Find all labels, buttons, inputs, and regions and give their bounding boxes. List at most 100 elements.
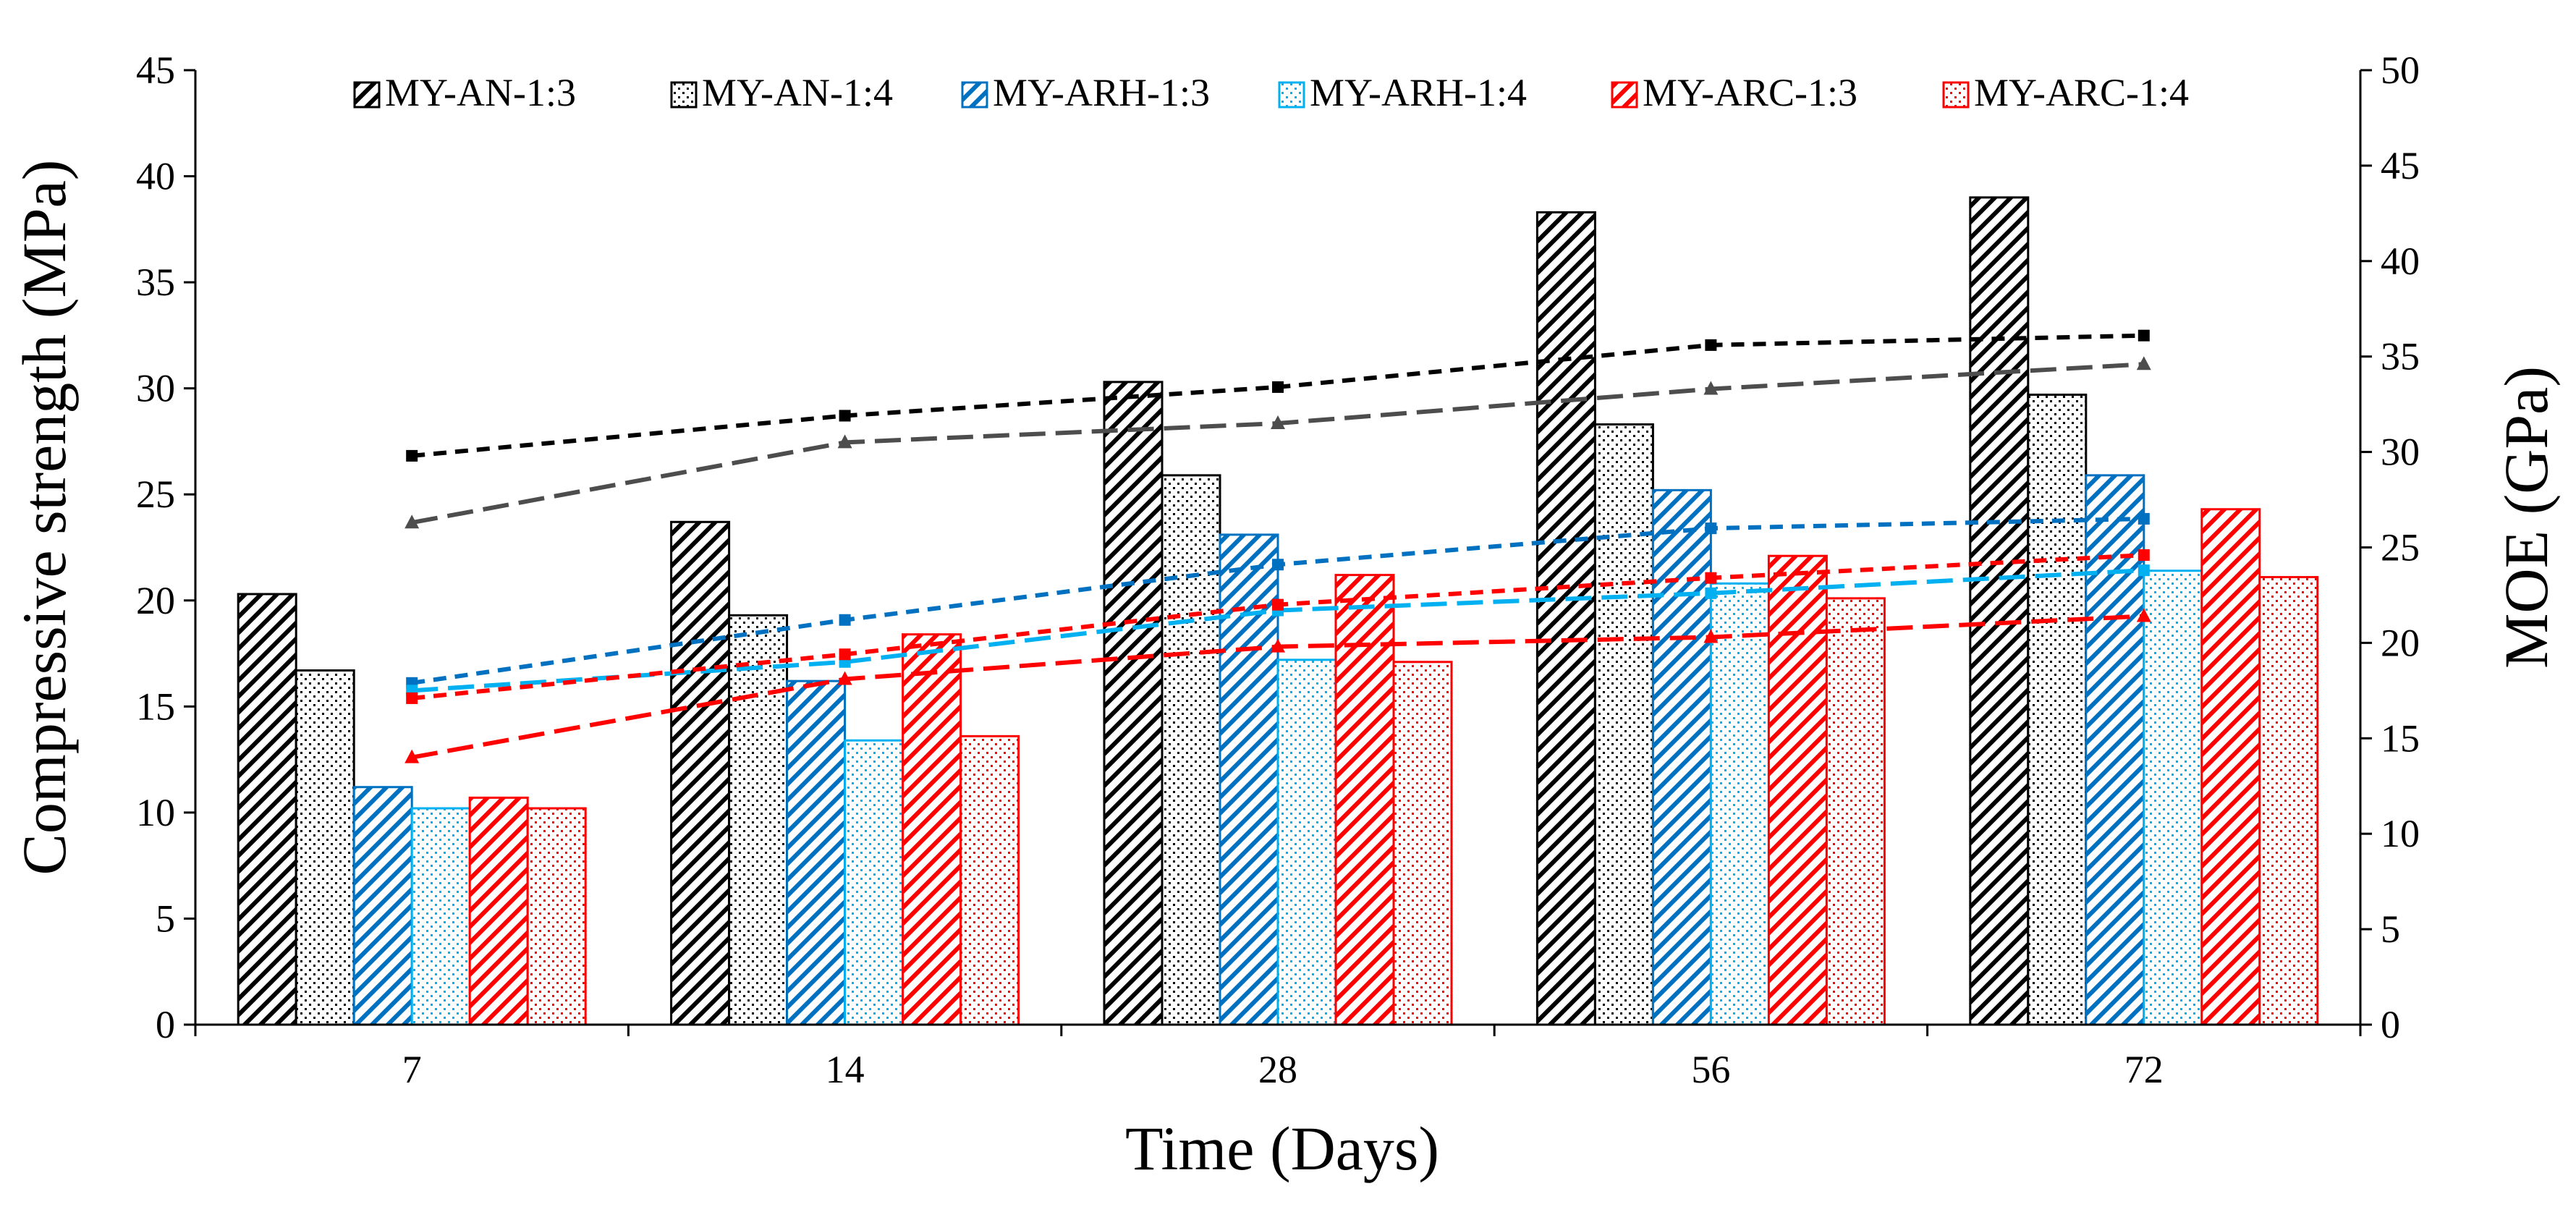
bar-MY-AN-1:3-72 [1969,196,2030,1026]
bar-MY-AN-1:4-14 [728,614,789,1026]
bar-MY-AN-1:3-56 [1535,211,1596,1026]
bar-layer [237,196,2319,1026]
bar-MY-ARC-1:3-7 [468,796,529,1026]
legend-swatch-MY-ARC-1:3 [1611,81,1638,109]
y2-tick-label: 20 [2381,621,2420,664]
moe-line-1 [411,333,2144,458]
bar-MY-AN-1:3-7 [237,593,297,1026]
y-tick-label: 15 [136,685,175,728]
bar-MY-ARC-1:3-72 [2200,508,2261,1026]
y2-tick-label: 40 [2381,240,2420,283]
x-tick-label: 14 [826,1048,865,1091]
y2-tick-label: 35 [2381,335,2420,378]
legend-swatch-MY-ARC-1:4 [1942,81,1970,109]
moe-line-layer [404,329,2151,763]
bar-MY-ARC-1:3-56 [1767,554,1828,1026]
moe-marker-5-56 [1705,572,1717,584]
legend-swatch-MY-AN-1:3 [353,81,381,109]
x-tick-label: 56 [1691,1048,1730,1091]
bar-MY-ARC-1:4-28 [1392,661,1453,1026]
legend-swatch-MY-ARH-1:4 [1278,81,1305,109]
bar-MY-AN-1:4-7 [295,669,355,1026]
legend-label-MY-AN-1:3: MY-AN-1:3 [385,71,576,114]
moe-marker-3-14 [839,614,851,626]
x-axis-title: Time (Days) [1125,1114,1439,1183]
bar-MY-ARH-1:3-72 [2085,474,2145,1026]
moe-marker-2-7 [404,514,420,529]
x-tick-label: 7 [402,1048,422,1091]
y2-tick-label: 45 [2381,144,2420,187]
bar-MY-AN-1:3-28 [1103,381,1164,1026]
moe-marker-2-28 [1271,415,1285,430]
legend-label-MY-ARH-1:3: MY-ARH-1:3 [993,71,1210,114]
moe-marker-5-7 [406,692,418,704]
bar-MY-ARC-1:4-7 [526,807,587,1026]
moe-marker-6-72 [2136,608,2151,622]
moe-marker-1-14 [839,410,851,422]
moe-marker-6-14 [837,671,852,685]
bar-MY-ARC-1:4-72 [2258,576,2319,1026]
moe-marker-3-56 [1705,522,1717,535]
bar-MY-ARC-1:3-14 [902,633,962,1026]
y2-tick-label: 10 [2381,812,2420,855]
moe-marker-1-7 [406,449,418,462]
bar-MY-AN-1:4-56 [1593,423,1654,1026]
y-tick-label: 30 [136,367,175,410]
bar-MY-AN-1:4-72 [2027,393,2088,1026]
y-tick-label: 40 [136,155,175,198]
y-tick-label: 25 [136,473,175,516]
moe-marker-4-56 [1705,587,1717,599]
bar-MY-ARH-1:3-14 [786,679,847,1026]
legend-swatch-MY-AN-1:4 [670,81,698,109]
moe-marker-5-72 [2138,549,2150,562]
moe-marker-1-28 [1272,381,1284,393]
legend: MY-AN-1:3 MY-AN-1:4 MY-ARH-1:3 MY-ARH-1:4 MY… [353,71,2189,114]
y-axis-title: Compressive strength (MPa) [9,160,79,876]
moe-marker-2-56 [1703,381,1719,395]
legend-swatch-MY-ARH-1:3 [961,81,988,109]
moe-marker-1-72 [2138,329,2150,342]
y-tick-label: 35 [136,261,175,304]
moe-marker-5-28 [1272,598,1284,611]
moe-marker-3-28 [1272,559,1284,571]
legend-label-MY-ARC-1:4: MY-ARC-1:4 [1974,71,2189,114]
bar-MY-ARH-1:3-7 [352,786,413,1026]
bar-MY-ARC-1:3-28 [1334,574,1395,1026]
moe-marker-2-14 [837,434,852,449]
y2-tick-label: 15 [2381,716,2420,760]
y-tick-label: 5 [156,897,175,940]
bar-MY-ARH-1:4-28 [1276,658,1337,1026]
bar-MY-ARH-1:4-72 [2143,569,2203,1026]
y-tick-label: 10 [136,791,175,834]
bar-MY-ARC-1:4-56 [1825,597,1886,1026]
moe-marker-6-56 [1703,629,1719,643]
x-tick-label: 72 [2124,1048,2164,1091]
y2-tick-label: 25 [2381,526,2420,569]
y2-tick-label: 5 [2381,907,2400,951]
moe-marker-2-72 [2136,356,2151,370]
axes-layer: 0 5 10 15 20 25 30 35 40 45 0 5 10 15 20 25 30 35 40 45 50 7 1… [136,48,2420,1091]
moe-marker-6-7 [404,749,420,763]
moe-marker-5-14 [839,648,851,661]
bar-MY-AN-1:4-28 [1161,474,1221,1026]
y2-tick-label: 50 [2381,48,2420,92]
bar-MY-ARH-1:4-56 [1709,582,1770,1026]
moe-marker-3-72 [2138,512,2150,525]
y2-tick-label: 0 [2381,1003,2400,1046]
legend-label-MY-AN-1:4: MY-AN-1:4 [702,71,893,114]
x-tick-label: 28 [1258,1048,1297,1091]
y2-tick-label: 30 [2381,431,2420,474]
legend-label-MY-ARC-1:3: MY-ARC-1:3 [1643,71,1857,114]
bar-MY-ARC-1:4-14 [959,734,1020,1026]
y-tick-label: 0 [156,1003,175,1046]
moe-marker-1-56 [1705,339,1717,351]
bar-MY-ARH-1:3-28 [1219,533,1279,1026]
moe-marker-6-28 [1271,638,1285,653]
bar-MY-ARH-1:4-14 [844,739,904,1026]
y-tick-label: 20 [136,579,175,622]
bar-MY-ARH-1:4-7 [410,807,471,1026]
y-tick-label: 45 [136,48,175,92]
legend-label-MY-ARH-1:4: MY-ARH-1:4 [1310,71,1527,114]
bar-MY-AN-1:3-14 [670,520,731,1026]
